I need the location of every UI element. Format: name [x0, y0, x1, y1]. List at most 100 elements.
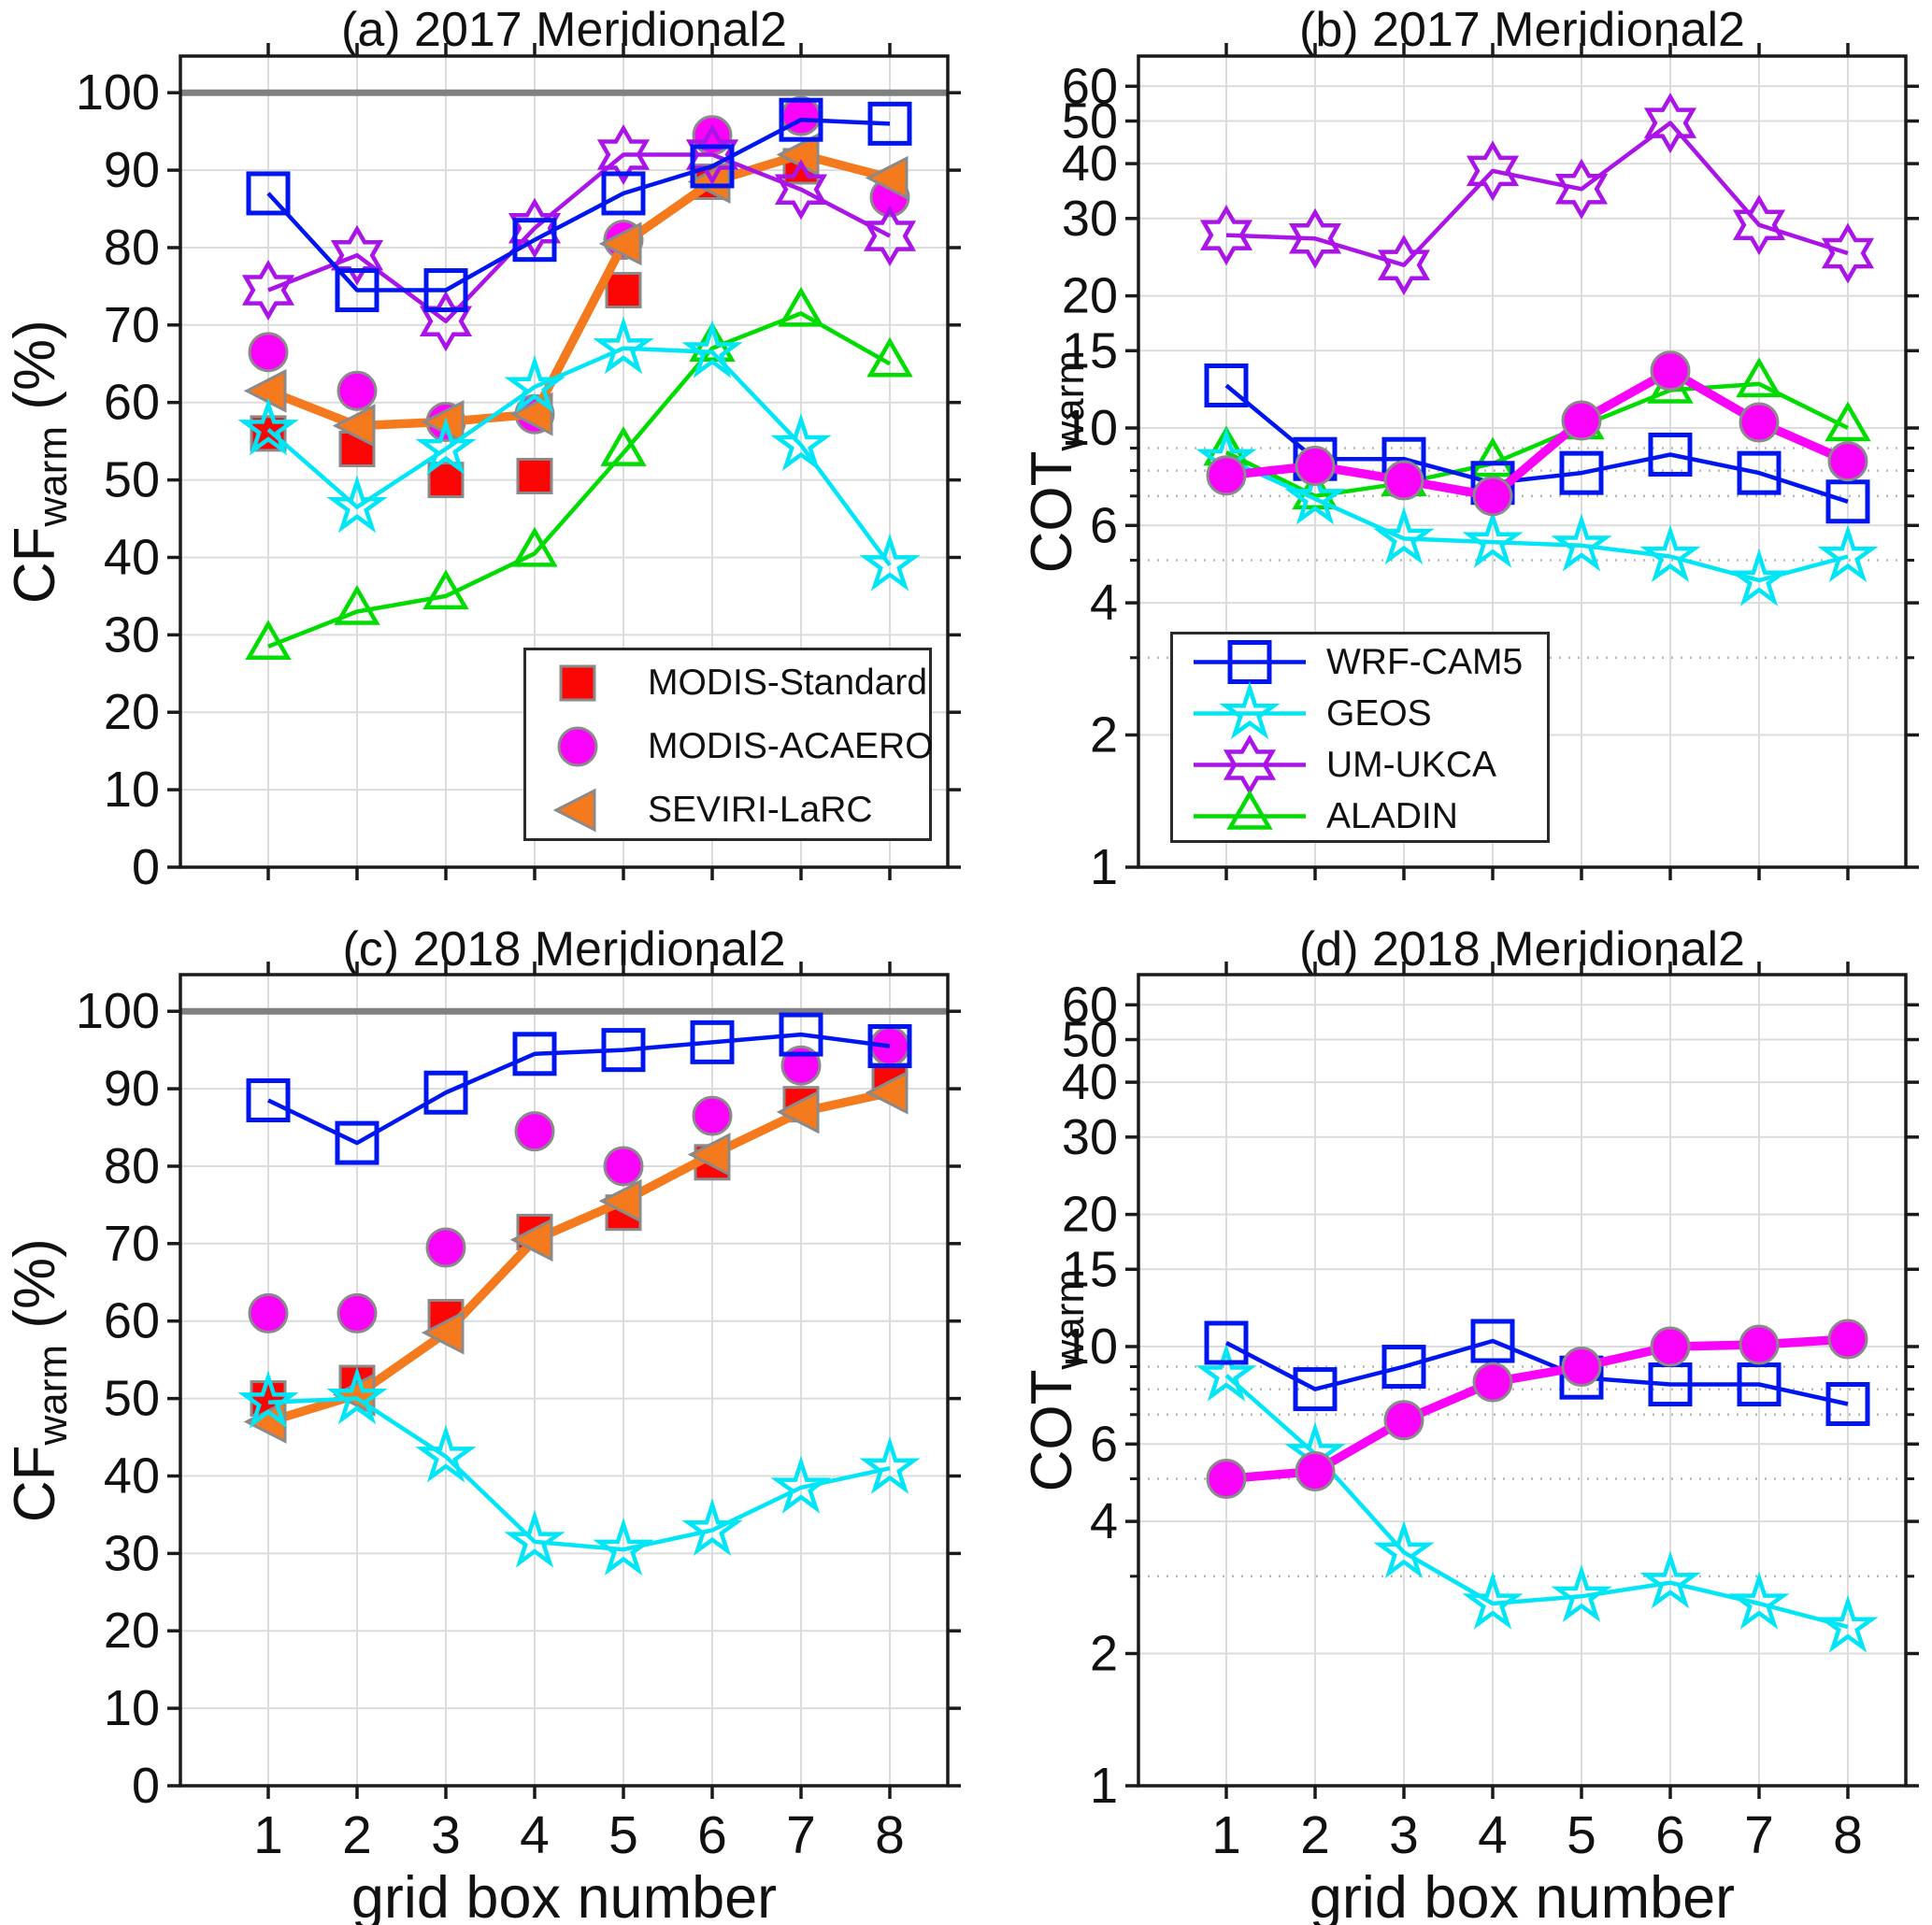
series-wrf-cam5	[246, 97, 912, 313]
legend-label: MODIS-ACAERO	[648, 726, 934, 766]
y-tick-label: 60	[104, 1293, 160, 1349]
y-tick-label: 30	[1062, 1109, 1118, 1165]
series-wrf-cam5	[246, 1012, 912, 1165]
legend-item-geos: GEOS	[1173, 681, 1547, 740]
seviri-larc-marker-icon	[552, 788, 596, 833]
cf-label-unit: (%)	[2, 1238, 67, 1345]
series-um-ukca	[1199, 93, 1875, 296]
legend-label: UM-UKCA	[1326, 744, 1496, 785]
y-tick-label: 0	[132, 1758, 160, 1814]
panel-a-title: (a) 2017 Meridional2	[341, 3, 787, 57]
y-tick-label: 100	[76, 64, 160, 121]
x-tick-label: 3	[431, 1805, 461, 1865]
y-tick-label: 30	[1062, 191, 1118, 247]
axis-ticks	[167, 962, 961, 1799]
x-tick-label: 7	[1744, 1805, 1774, 1865]
legend-item-aladin: ALADIN	[1173, 790, 1547, 842]
x-tick-label: 5	[1567, 1805, 1596, 1865]
y-tick-label: 10	[104, 1680, 160, 1736]
wrf-cam5-marker-icon	[1194, 640, 1306, 684]
y-tick-label: 60	[1062, 977, 1118, 1033]
panel-d-title: (d) 2018 Meridional2	[1299, 922, 1745, 977]
axis-ticks	[1125, 43, 1919, 880]
x-tick-label: 6	[1655, 1805, 1685, 1865]
y-tick-label: 80	[104, 1138, 160, 1194]
y-tick-label: 20	[1062, 1187, 1118, 1243]
x-tick-label: 1	[253, 1805, 283, 1865]
y-tick-label: 1	[1090, 839, 1118, 895]
panel-c-xlabel: grid box number	[351, 1865, 778, 1925]
series-seviri-larc	[243, 133, 909, 449]
y-tick-label: 6	[1090, 497, 1118, 553]
series-modis-acaero	[1206, 350, 1868, 517]
x-tick-label: 2	[342, 1805, 372, 1865]
x-tick-label: 7	[786, 1805, 816, 1865]
y-tick-label: 80	[104, 220, 160, 276]
panel-b-legend: WRF-CAM5 GEOS UM-UKCA ALADIN	[1170, 632, 1550, 843]
legend-item-um-ukca: UM-UKCA	[1173, 734, 1547, 795]
series-um-ukca	[241, 124, 917, 352]
y-tick-label: 60	[1062, 58, 1118, 114]
series-geos	[237, 316, 921, 592]
cf-label-text: CF	[2, 526, 67, 605]
y-tick-label: 20	[1062, 268, 1118, 324]
y-tick-label: 20	[104, 684, 160, 740]
geos-marker-icon	[1194, 681, 1306, 740]
y-tick-label: 10	[104, 762, 160, 818]
y-tick-label: 4	[1090, 1493, 1118, 1549]
panel-c-title: (c) 2018 Meridional2	[342, 922, 786, 977]
x-tick-label: 8	[1833, 1805, 1863, 1865]
y-tick-label: 100	[76, 983, 160, 1039]
y-tick-label: 4	[1090, 575, 1118, 631]
um-ukca-marker-icon	[1194, 734, 1306, 795]
modis-standard-marker-icon	[559, 664, 596, 702]
y-tick-label: 6	[1090, 1416, 1118, 1472]
y-tick-label: 30	[104, 606, 160, 663]
legend-label: GEOS	[1326, 692, 1432, 734]
panel-b-title: (b) 2017 Meridional2	[1299, 3, 1745, 57]
series-aladin	[245, 286, 913, 661]
x-tick-label: 4	[520, 1805, 550, 1865]
y-tick-label: 40	[104, 530, 160, 586]
legend-item-modis-standard: MODIS-Standard	[526, 651, 929, 715]
axis-ticks	[1125, 962, 1919, 1799]
legend-label: MODIS-Standard	[648, 663, 928, 703]
y-tick-label: 2	[1090, 1626, 1118, 1682]
y-tick-label: 15	[1062, 322, 1118, 378]
y-tick-label: 10	[1062, 1319, 1118, 1375]
y-tick-label: 2	[1090, 707, 1118, 763]
series-modis-acaero	[1206, 1319, 1868, 1500]
series-geos	[1195, 426, 1879, 606]
x-tick-label: 6	[697, 1805, 727, 1865]
y-tick-label: 50	[104, 1371, 160, 1427]
y-tick-label: 70	[104, 1216, 160, 1272]
series-geos	[1195, 1343, 1879, 1653]
y-tick-label: 40	[104, 1448, 160, 1504]
x-tick-label: 2	[1300, 1805, 1330, 1865]
legend-item-seviri-larc: SEVIRI-LaRC	[526, 778, 929, 842]
x-tick-label: 5	[608, 1805, 638, 1865]
y-tick-label: 20	[104, 1603, 160, 1659]
legend-item-wrf-cam5: WRF-CAM5	[1173, 636, 1547, 688]
cf-label-unit: (%)	[2, 320, 67, 426]
modis-acaero-marker-icon	[557, 726, 598, 767]
y-tick-label: 50	[104, 452, 160, 508]
y-tick-label: 0	[132, 839, 160, 895]
panel-c-ylabel: CFwarm (%)	[2, 1100, 77, 1661]
panel-d-xlabel: grid box number	[1309, 1865, 1736, 1925]
x-tick-label: 4	[1478, 1805, 1508, 1865]
panel-a-plot: 0 10 20 30 40 50 60 70 80 90 100	[76, 43, 961, 895]
cot-label-text: COT	[1019, 450, 1084, 574]
y-tick-label: 10	[1062, 400, 1118, 456]
legend-label: SEVIRI-LaRC	[648, 790, 873, 830]
y-tick-label: 30	[104, 1525, 160, 1581]
x-tick-label: 8	[875, 1805, 905, 1865]
y-tick-label: 50	[1062, 93, 1118, 150]
legend-label: WRF-CAM5	[1326, 641, 1524, 682]
panel-c-plot: 0 10 20 30 40 50 60 70 80 90 100 1 2 3 4 5 6 7 8	[76, 962, 961, 1865]
x-tick-label: 1	[1211, 1805, 1241, 1865]
cf-label-sub: warm	[30, 425, 77, 527]
